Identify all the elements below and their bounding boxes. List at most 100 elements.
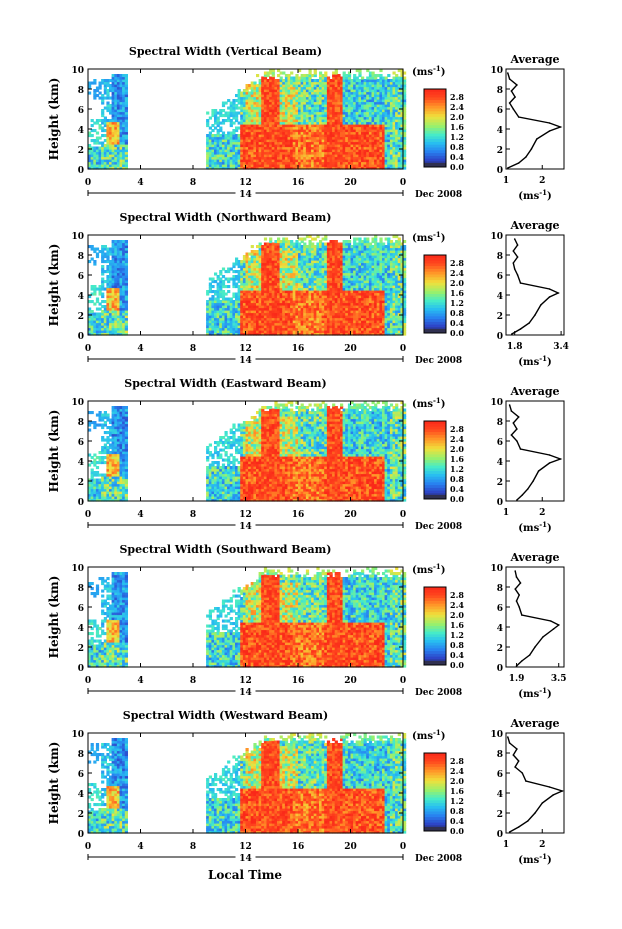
- heatmap-cell: [101, 250, 105, 254]
- heatmap-cell: [116, 156, 121, 160]
- heatmap-cell: [397, 69, 401, 73]
- heatmap-cell: [308, 312, 312, 316]
- heatmap-cell: [284, 300, 289, 304]
- heatmap-cell: [279, 307, 283, 311]
- heatmap-cell: [240, 282, 244, 286]
- heatmap-cell: [109, 282, 113, 286]
- heatmap-cell: [279, 245, 283, 249]
- heatmap-cell: [284, 144, 289, 148]
- heatmap-cell: [287, 277, 291, 281]
- heatmap-cell: [287, 121, 291, 125]
- heatmap-cell: [376, 114, 380, 118]
- heatmap-cell: [303, 101, 307, 105]
- heatmap-cell: [311, 104, 315, 108]
- heatmap-cell: [353, 146, 357, 150]
- heatmap-cell: [277, 106, 281, 110]
- heatmap-cell: [219, 317, 223, 321]
- heatmap-cell: [261, 262, 265, 266]
- heatmap-cell: [308, 84, 312, 88]
- heatmap-cell: [101, 315, 105, 319]
- heatmap-cell: [116, 159, 121, 163]
- heatmap-cell: [400, 81, 404, 85]
- heatmap-cell: [235, 114, 239, 118]
- heatmap-cell: [124, 242, 128, 246]
- average-profile-point: [510, 90, 513, 92]
- heatmap-cell: [211, 139, 215, 143]
- heatmap-cell: [368, 106, 373, 110]
- heatmap-cell: [284, 265, 289, 269]
- heatmap-cell: [235, 159, 239, 163]
- heatmap-cell: [366, 154, 370, 158]
- heatmap-cell: [237, 270, 241, 274]
- heatmap-cell: [114, 245, 118, 249]
- heatmap-cell: [119, 136, 123, 140]
- heatmap-cell: [101, 320, 105, 324]
- heatmap-cell: [374, 91, 378, 95]
- heatmap-cell: [258, 252, 262, 256]
- heatmap-cell: [250, 136, 254, 140]
- heatmap-cell: [316, 86, 320, 90]
- heatmap-cell: [124, 320, 128, 324]
- heatmap-cell: [311, 166, 315, 170]
- heatmap-cell: [258, 106, 262, 110]
- heatmap-cell: [269, 151, 273, 155]
- heatmap-cell: [298, 310, 302, 314]
- heatmap-cell: [290, 327, 294, 331]
- heatmap-cell: [363, 116, 367, 120]
- heatmap-cell: [248, 144, 252, 148]
- heatmap-cell: [329, 111, 333, 115]
- heatmap-cell: [269, 79, 273, 83]
- heatmap-cell: [237, 149, 241, 153]
- heatmap-cell: [114, 129, 118, 133]
- heatmap-cell: [256, 310, 260, 314]
- heatmap-cell: [269, 272, 273, 276]
- heatmap-cell: [261, 302, 265, 306]
- heatmap-cell: [324, 161, 328, 165]
- heatmap-cell: [261, 124, 265, 128]
- heatmap-cell: [290, 255, 294, 259]
- heatmap-cell: [240, 104, 244, 108]
- heatmap-cell: [245, 151, 249, 155]
- heatmap-cell: [392, 79, 396, 83]
- heatmap-cell: [287, 310, 291, 314]
- heatmap-cell: [95, 317, 100, 321]
- heatmap-cell: [263, 166, 268, 170]
- heatmap-cell: [395, 84, 399, 88]
- heatmap-cell: [277, 69, 281, 73]
- heatmap-cell: [353, 126, 357, 130]
- heatmap-cell: [124, 297, 128, 301]
- heatmap-cell: [395, 106, 399, 110]
- heatmap-cell: [389, 134, 394, 138]
- heatmap-cell: [269, 141, 273, 145]
- heatmap-cell: [347, 159, 352, 163]
- heatmap-cell: [98, 164, 102, 168]
- heatmap-cell: [124, 116, 128, 120]
- heatmap-cell: [340, 86, 344, 90]
- heatmap-cell: [119, 96, 123, 100]
- heatmap-cell: [292, 250, 296, 254]
- heatmap-cell: [403, 89, 407, 93]
- heatmap-cell: [324, 114, 328, 118]
- heatmap-cell: [337, 104, 341, 108]
- heatmap-cell: [258, 159, 262, 163]
- heatmap-cell: [300, 121, 304, 125]
- heatmap-cell: [119, 257, 123, 261]
- heatmap-cell: [250, 91, 254, 95]
- heatmap-cell: [211, 129, 215, 133]
- heatmap-cell: [224, 317, 228, 321]
- heatmap-cell: [305, 302, 310, 306]
- heatmap-cell: [290, 111, 294, 115]
- heatmap-cell: [313, 131, 317, 135]
- y-tick-label: 6: [78, 106, 84, 116]
- heatmap-cell: [124, 79, 128, 83]
- heatmap-cell: [88, 146, 92, 150]
- heatmap-cell: [253, 164, 257, 168]
- heatmap-cell: [374, 146, 378, 150]
- heatmap-cell: [124, 144, 128, 148]
- heatmap-cell: [305, 292, 310, 296]
- heatmap-cell: [368, 154, 373, 158]
- heatmap-cell: [329, 161, 333, 165]
- heatmap-cell: [287, 134, 291, 138]
- heatmap-cell: [258, 327, 262, 331]
- heatmap-cell: [287, 300, 291, 304]
